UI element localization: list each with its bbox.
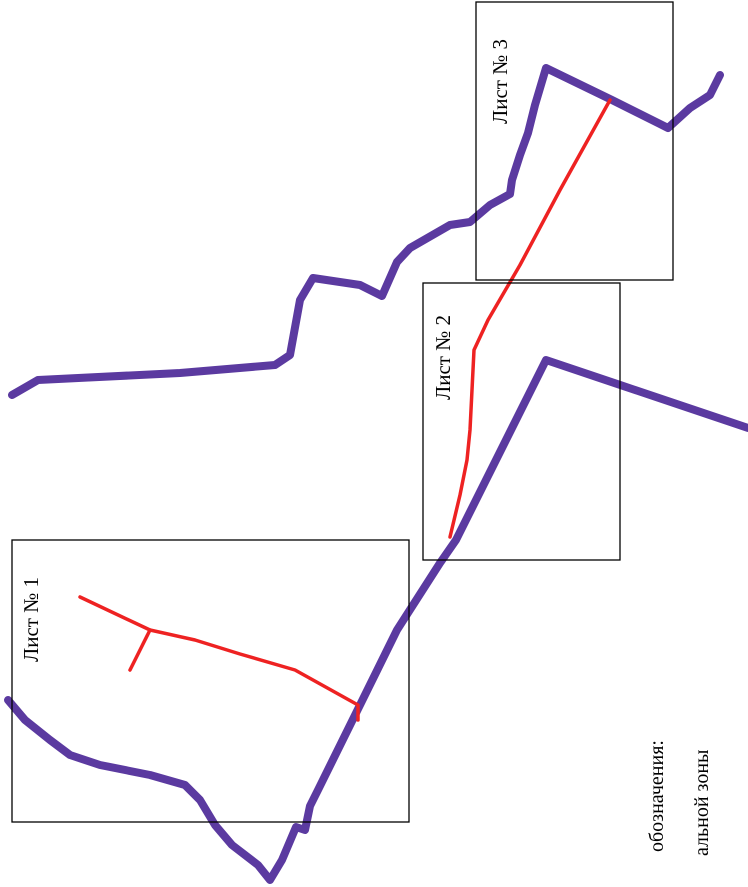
zone-boundary [4,64,748,884]
sheet-frame-3-rect [475,1,674,281]
legend-item-label: альной зоны [691,750,713,856]
boundary-line-lower [4,356,748,884]
sheet-frame-1-rect [11,539,410,823]
route-branch-line [128,628,152,672]
route-north-line [448,98,612,539]
boundary-line-upper [8,64,724,399]
planned-route [78,98,612,722]
sheet-frame-1: Лист № 1 [11,539,410,823]
sheet-frame-2-rect [422,282,621,561]
sheet-frame-3: Лист № 3 [475,1,674,281]
sheet-label-3: Лист № 3 [488,39,512,124]
sheet-frame-2: Лист № 2 [422,282,621,561]
legend: обозначения: альной зоны [646,740,713,856]
legend-title: обозначения: [646,740,668,852]
route-main-line [78,595,360,722]
sheet-label-1: Лист № 1 [19,577,43,662]
sheet-label-2: Лист № 2 [431,315,455,400]
